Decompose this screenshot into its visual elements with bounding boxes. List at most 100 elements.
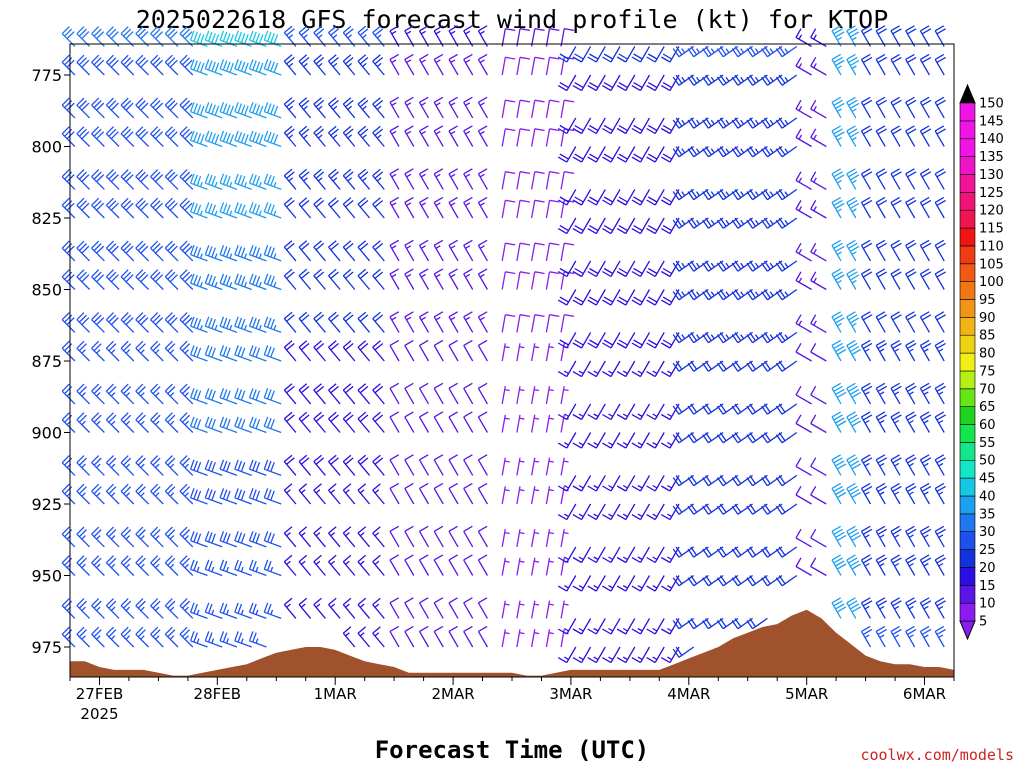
wind-barb <box>357 411 371 433</box>
wind-barb <box>342 54 356 76</box>
wind-barb <box>342 240 356 262</box>
wind-barb <box>404 268 415 290</box>
wind-barb <box>631 146 651 163</box>
wind-barb <box>433 525 444 548</box>
wind-barb <box>530 56 545 76</box>
wind-barb <box>501 557 510 576</box>
wind-barb <box>342 340 356 362</box>
wind-barb <box>135 97 150 119</box>
wind-barb <box>919 125 932 147</box>
wind-barb <box>602 646 621 664</box>
wind-barb <box>313 454 326 476</box>
wind-barb <box>105 383 120 405</box>
wind-barb <box>846 411 862 433</box>
wind-barb <box>189 173 208 191</box>
wind-barb <box>204 388 223 405</box>
wind-barb <box>890 268 902 290</box>
wind-barb <box>404 625 415 648</box>
wind-barb <box>516 56 531 76</box>
wind-barb <box>631 46 651 63</box>
wind-barb <box>179 455 194 476</box>
wind-barb <box>219 602 238 620</box>
wind-barb <box>283 340 297 362</box>
wind-barb <box>328 240 341 262</box>
wind-barb <box>602 289 621 306</box>
credit-link[interactable]: coolwx.com/models <box>860 746 1014 764</box>
colorbar-tick-label: 130 <box>979 168 1004 183</box>
wind-barb <box>283 454 297 476</box>
wind-barb <box>328 526 341 548</box>
wind-barb <box>263 202 282 219</box>
wind-barb <box>433 411 444 433</box>
wind-barb <box>448 311 459 333</box>
colorbar-segment <box>959 477 976 497</box>
wind-barb <box>560 242 575 262</box>
wind-barb <box>404 411 415 433</box>
wind-barb <box>616 575 636 592</box>
wind-barb <box>602 546 621 564</box>
wind-barb <box>283 311 297 333</box>
colorbar-segment <box>959 192 976 211</box>
wind-barb <box>919 196 932 219</box>
wind-barbs <box>61 25 946 664</box>
wind-barb <box>433 196 444 219</box>
wind-barb <box>516 343 525 362</box>
wind-barb <box>248 459 267 477</box>
wind-barb <box>105 555 120 576</box>
colorbar-tick-label: 20 <box>979 561 996 576</box>
wind-barb <box>389 382 400 405</box>
colorbar-segment <box>959 334 976 354</box>
wind-barb <box>164 626 179 648</box>
wind-barb <box>810 99 827 119</box>
wind-barb <box>328 411 341 433</box>
wind-barb <box>164 269 179 290</box>
wind-barb <box>105 126 120 147</box>
wind-barb <box>342 483 356 505</box>
colorbar-tick-label: 150 <box>979 97 1004 112</box>
wind-barb <box>516 314 531 333</box>
wind-barb <box>501 28 516 47</box>
wind-barb <box>795 485 812 505</box>
wind-barb <box>616 46 636 63</box>
wind-barb <box>204 59 223 76</box>
wind-barb <box>91 626 105 648</box>
wind-barb <box>91 555 105 576</box>
wind-barb <box>204 130 223 148</box>
wind-barb <box>448 196 459 219</box>
wind-barb <box>831 339 847 362</box>
wind-barb <box>463 168 474 190</box>
wind-barb <box>587 74 606 92</box>
wind-barb <box>477 625 488 648</box>
chart-title: 2025022618 GFS forecast wind profile (kt… <box>136 5 889 34</box>
wind-barb <box>557 260 577 278</box>
wind-barb <box>313 340 326 362</box>
wind-barb <box>263 102 282 119</box>
wind-barb <box>631 260 651 278</box>
wind-barb <box>846 554 862 576</box>
wind-barb <box>120 240 135 262</box>
x-tick-label: 5MAR <box>785 685 828 703</box>
wind-barb <box>587 146 606 163</box>
wind-barb <box>934 196 946 219</box>
wind-barb <box>934 454 946 476</box>
wind-barb <box>135 126 150 147</box>
wind-barb <box>389 168 400 190</box>
wind-barb <box>557 46 577 63</box>
wind-barb <box>164 455 179 476</box>
colorbar-tick-label: 85 <box>979 329 996 344</box>
wind-barb <box>283 554 297 576</box>
wind-barb <box>313 383 326 405</box>
wind-barb <box>875 53 888 76</box>
wind-barb <box>328 454 341 476</box>
wind-barb <box>934 168 946 190</box>
wind-barb <box>204 245 223 262</box>
wind-barb <box>810 28 827 47</box>
wind-barb <box>389 554 400 576</box>
colorbar-tick-label: 75 <box>979 364 996 379</box>
wind-barb <box>219 245 238 262</box>
wind-barb <box>795 171 812 190</box>
wind-barb <box>890 239 902 262</box>
wind-barb <box>572 360 592 378</box>
wind-barb <box>418 196 430 219</box>
wind-barb <box>557 475 577 492</box>
